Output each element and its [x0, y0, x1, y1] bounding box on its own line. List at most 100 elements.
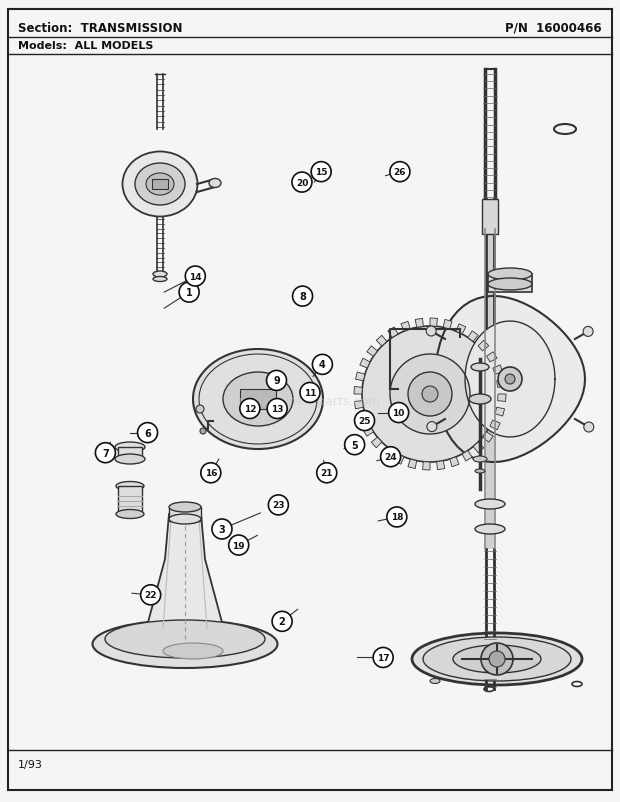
Ellipse shape — [412, 634, 582, 685]
Ellipse shape — [469, 395, 491, 404]
Polygon shape — [493, 366, 503, 375]
Text: 26: 26 — [394, 168, 406, 177]
Circle shape — [481, 643, 513, 675]
Circle shape — [293, 287, 312, 306]
Ellipse shape — [488, 278, 532, 290]
Ellipse shape — [223, 373, 293, 427]
Ellipse shape — [135, 164, 185, 206]
Polygon shape — [388, 327, 398, 338]
Text: 4: 4 — [319, 360, 326, 370]
Polygon shape — [143, 514, 227, 642]
Bar — [488, 274, 532, 293]
Polygon shape — [357, 414, 367, 423]
Polygon shape — [435, 297, 585, 463]
Text: 14: 14 — [189, 272, 202, 282]
Ellipse shape — [123, 152, 198, 217]
Ellipse shape — [423, 638, 571, 681]
Circle shape — [408, 373, 452, 416]
Circle shape — [185, 267, 205, 286]
Polygon shape — [462, 451, 472, 461]
Bar — [486, 229, 494, 549]
Circle shape — [381, 448, 401, 467]
Ellipse shape — [115, 455, 145, 464]
Ellipse shape — [153, 277, 167, 282]
Ellipse shape — [473, 456, 487, 463]
Polygon shape — [495, 407, 505, 416]
Text: 7: 7 — [102, 448, 108, 458]
Circle shape — [505, 375, 515, 384]
Ellipse shape — [199, 354, 317, 444]
Polygon shape — [436, 461, 445, 470]
Circle shape — [229, 536, 249, 555]
Circle shape — [422, 387, 438, 403]
Circle shape — [498, 367, 522, 391]
Text: 9: 9 — [273, 376, 280, 386]
Circle shape — [390, 354, 470, 435]
Text: 19: 19 — [232, 541, 245, 550]
Polygon shape — [497, 379, 506, 388]
Circle shape — [362, 326, 498, 463]
Circle shape — [268, 496, 288, 515]
Polygon shape — [473, 443, 484, 453]
Polygon shape — [490, 420, 500, 431]
Ellipse shape — [488, 269, 532, 281]
Text: replacementparts.com: replacementparts.com — [239, 395, 381, 407]
Circle shape — [267, 399, 287, 419]
Circle shape — [389, 403, 409, 423]
Polygon shape — [371, 438, 382, 448]
Ellipse shape — [116, 482, 144, 491]
Polygon shape — [382, 447, 392, 458]
Polygon shape — [408, 460, 417, 469]
Polygon shape — [467, 331, 478, 342]
Text: 8: 8 — [299, 292, 306, 302]
Ellipse shape — [92, 620, 278, 668]
Text: 2: 2 — [279, 617, 285, 626]
Ellipse shape — [116, 510, 144, 519]
Polygon shape — [465, 322, 555, 437]
Circle shape — [427, 422, 437, 432]
Polygon shape — [401, 322, 410, 332]
Text: 10: 10 — [392, 408, 405, 418]
Ellipse shape — [163, 643, 223, 659]
Text: 1: 1 — [186, 288, 192, 298]
Polygon shape — [423, 462, 430, 471]
Circle shape — [583, 327, 593, 337]
Polygon shape — [415, 319, 423, 328]
Bar — [240, 390, 276, 410]
Polygon shape — [482, 432, 493, 443]
Ellipse shape — [169, 514, 201, 525]
Ellipse shape — [105, 620, 265, 658]
Polygon shape — [376, 336, 387, 346]
Polygon shape — [355, 401, 363, 409]
Circle shape — [489, 651, 505, 667]
Circle shape — [95, 444, 115, 463]
Text: 6: 6 — [144, 428, 151, 438]
Circle shape — [312, 355, 332, 375]
Circle shape — [345, 435, 365, 455]
Circle shape — [272, 612, 292, 631]
Ellipse shape — [475, 469, 485, 473]
Circle shape — [240, 399, 260, 419]
Text: 1/93: 1/93 — [18, 759, 43, 769]
Ellipse shape — [193, 350, 323, 449]
Circle shape — [311, 163, 331, 182]
Circle shape — [355, 411, 374, 431]
Text: 13: 13 — [271, 404, 283, 414]
Ellipse shape — [475, 525, 505, 534]
Ellipse shape — [153, 272, 167, 277]
Text: 3: 3 — [219, 525, 225, 534]
Bar — [118, 448, 142, 460]
Text: 21: 21 — [321, 468, 333, 478]
Text: 20: 20 — [296, 178, 308, 188]
Circle shape — [373, 648, 393, 667]
Polygon shape — [360, 358, 370, 368]
Text: Section:  TRANSMISSION: Section: TRANSMISSION — [18, 22, 182, 34]
Polygon shape — [450, 457, 459, 467]
Text: 24: 24 — [384, 452, 397, 462]
Circle shape — [387, 508, 407, 527]
Circle shape — [212, 520, 232, 539]
Text: 25: 25 — [358, 416, 371, 426]
Text: 11: 11 — [304, 388, 316, 398]
Ellipse shape — [169, 502, 201, 512]
Circle shape — [584, 423, 594, 432]
